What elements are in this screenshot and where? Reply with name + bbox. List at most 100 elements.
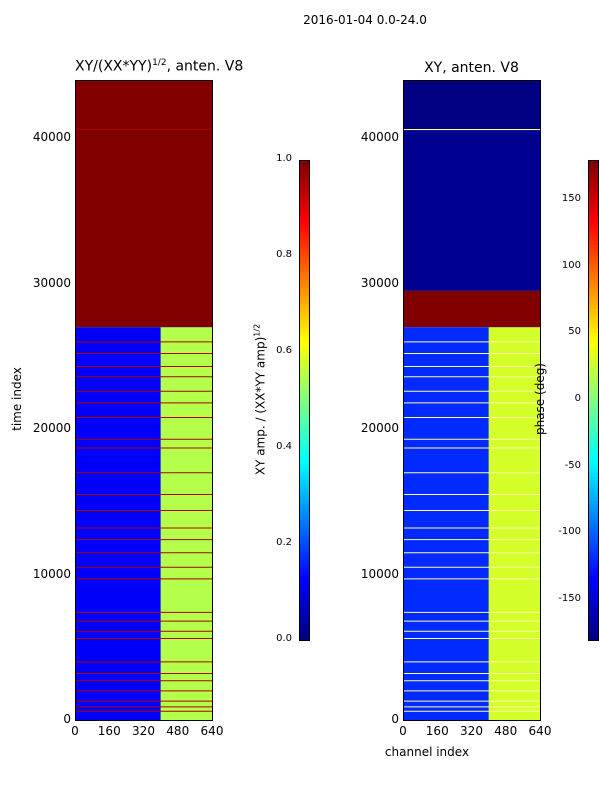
left-colorbar-segment [299, 432, 309, 437]
right-heatmap-svg [403, 80, 540, 720]
right-region-0 [403, 80, 540, 131]
right-colorbar-segment [588, 224, 598, 229]
left-colorbar-segment [299, 296, 309, 301]
left-xtick-label: 320 [132, 724, 155, 738]
right-colorbar-segment [588, 216, 598, 221]
left-colorbar-segment [299, 452, 309, 457]
left-colorbar-segment [299, 512, 309, 517]
right-colorbar-segment [588, 596, 598, 601]
right-colorbar-segment [588, 308, 598, 313]
left-colorbar-segment [299, 232, 309, 237]
left-colorbar-segment [299, 292, 309, 297]
right-colorbar-segment [588, 620, 598, 625]
left-colorbar-segment [299, 416, 309, 421]
left-colorbar-segment [299, 224, 309, 229]
right-colorbar-segment [588, 560, 598, 565]
left-ytick-label: 30000 [32, 275, 71, 290]
right-colorbar-tick-label: -150 [558, 593, 581, 604]
left-colorbar-frame [299, 160, 310, 641]
right-colorbar-segment [588, 568, 598, 573]
right-colorbar-segment [588, 380, 598, 385]
left-colorbar-segment [299, 604, 309, 609]
right-colorbar-segment [588, 432, 598, 437]
left-cbar-label-exponent: 1/2 [252, 323, 262, 337]
left-colorbar-segment [299, 400, 309, 405]
right-colorbar-segment [588, 324, 598, 329]
right-colorbar-tick-label: 50 [568, 326, 581, 338]
left-colorbar-segment [299, 420, 309, 425]
left-colorbar-segment [299, 496, 309, 501]
left-colorbar-segment [299, 632, 309, 637]
right-colorbar-segment [588, 616, 598, 621]
left-colorbar-segment [299, 360, 309, 365]
right-xlabel: channel index [384, 745, 470, 759]
left-colorbar-segment [299, 364, 309, 369]
left-colorbar-segment [299, 404, 309, 409]
left-colorbar-segment [299, 228, 309, 233]
right-ytick-label: 20000 [360, 421, 399, 436]
right-colorbar-segment [588, 520, 598, 525]
left-colorbar-segment [299, 312, 309, 317]
right-colorbar-segment [588, 188, 598, 193]
right-colorbar-segment [588, 208, 598, 213]
right-colorbar-segment [588, 172, 598, 177]
left-colorbar-segment [299, 460, 309, 465]
right-colorbar-segment [588, 416, 598, 421]
right-colorbar-segment [588, 256, 598, 261]
left-colorbar-segment [299, 520, 309, 525]
right-colorbar-segment [588, 632, 598, 637]
left-colorbar-segment [299, 300, 309, 305]
right-region-4 [488, 327, 540, 720]
left-colorbar-svg [299, 160, 309, 641]
right-colorbar-segment [588, 196, 598, 201]
right-colorbar-segment [588, 504, 598, 509]
left-colorbar-segment [299, 556, 309, 561]
right-xtick-label: 480 [494, 724, 518, 738]
left-colorbar-segment [299, 244, 309, 249]
right-colorbar-segment [588, 384, 598, 389]
left-colorbar-segment [299, 280, 309, 285]
left-colorbar-segment [299, 208, 309, 213]
right-colorbar-segment [588, 472, 598, 477]
right-colorbar-segment [588, 476, 598, 481]
right-region-1 [403, 130, 540, 291]
right-colorbar-segment [588, 628, 598, 633]
left-colorbar-segment [299, 344, 309, 349]
right-colorbar-segment [588, 480, 598, 485]
left-colorbar-segment [299, 332, 309, 337]
right-colorbar-tick-label: -50 [564, 459, 581, 471]
right-colorbar-segment [588, 440, 598, 445]
left-colorbar-segment [299, 596, 309, 601]
right-colorbar-segment [588, 316, 598, 321]
left-cbar-label-main: XY amp. / (XX*YY amp) [253, 336, 268, 476]
left-colorbar-segment [299, 316, 309, 321]
left-colorbar-segment [299, 532, 309, 537]
left-ytick-label: 20000 [32, 421, 71, 436]
right-colorbar-segment [588, 264, 598, 269]
right-colorbar-segment [588, 332, 598, 337]
left-colorbar-label: XY amp. / (XX*YY amp)1/2 [253, 300, 268, 500]
left-ytick-label: 0 [63, 712, 71, 726]
left-heatmap-svg [75, 80, 212, 720]
left-axes-frame [75, 80, 213, 721]
right-colorbar-segment [588, 408, 598, 413]
left-colorbar-segment [299, 636, 309, 641]
left-xtick-label: 160 [97, 724, 121, 738]
right-colorbar-label: phase (deg) [533, 363, 547, 436]
left-colorbar-segment [299, 252, 309, 257]
left-colorbar-segment [299, 468, 309, 473]
right-colorbar-segment [588, 296, 598, 301]
left-colorbar-segment [299, 588, 309, 593]
left-colorbar-segment [299, 412, 309, 417]
right-colorbar-segment [588, 436, 598, 441]
right-colorbar-segment [588, 220, 598, 225]
right-colorbar-tick-label: 100 [561, 259, 581, 271]
left-title-main: XY/(XX*YY) [75, 58, 153, 75]
right-colorbar-segment [588, 604, 598, 609]
left-colorbar-segment [299, 572, 309, 577]
left-colorbar-segment [299, 172, 309, 177]
left-colorbar-segment [299, 552, 309, 557]
right-colorbar-segment [588, 584, 598, 589]
right-colorbar-segment [588, 344, 598, 349]
right-colorbar-segment [588, 352, 598, 357]
